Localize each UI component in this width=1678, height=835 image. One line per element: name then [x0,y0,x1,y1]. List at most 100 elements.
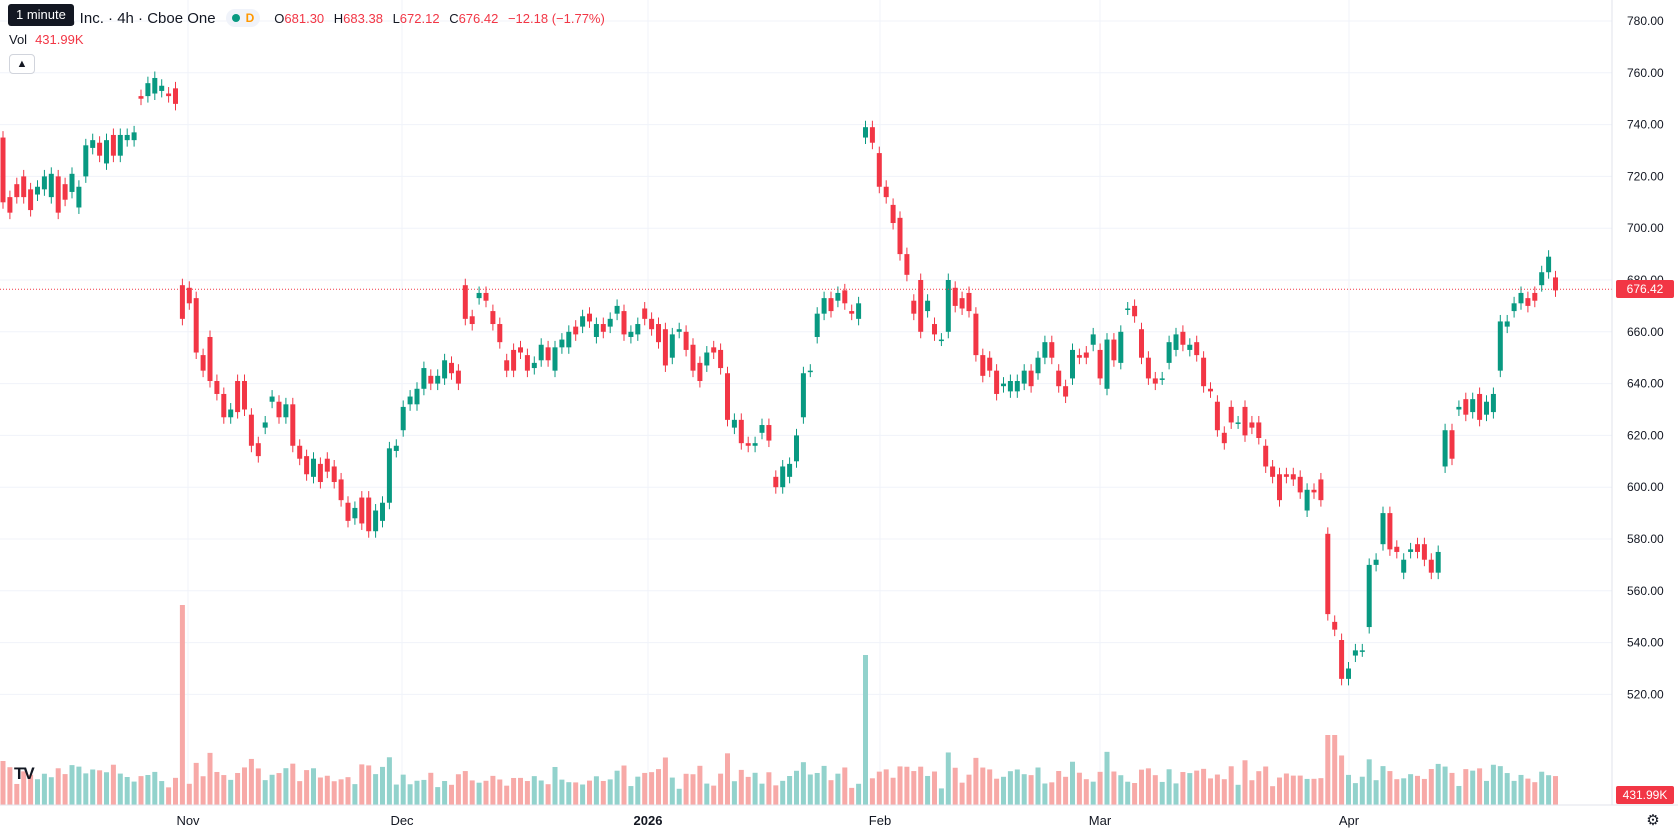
collapse-legend-button[interactable]: ▲ [9,54,35,74]
volume-bar [573,782,579,805]
volume-bar [69,765,75,805]
candle-body [1076,355,1082,358]
candle-body [359,497,365,524]
high-key: H [333,10,344,26]
candle-body [1070,349,1075,379]
volume-bar [676,788,682,805]
volume-bar [1263,766,1269,805]
volume-bar [1297,775,1303,805]
time-axis: Nov Dec 2026 Feb Mar Apr [176,813,1359,828]
volume-bar [352,784,358,805]
volume-bar [904,766,910,805]
volume-bar [1076,772,1082,805]
interval-tooltip: 1 minute [8,4,74,26]
volume-bar [890,777,896,805]
volume-bar [242,767,247,805]
candle-body [1201,357,1207,387]
candle-body [1394,546,1400,552]
volume-bar [62,774,68,805]
candle-body [1518,292,1524,304]
candle-body [752,443,758,446]
volume-bar [131,781,137,805]
volume-bar [1111,771,1117,805]
volume-bar [1021,774,1027,805]
volume-bar [1366,759,1372,805]
candle-body [593,324,599,337]
candle-body [945,280,951,332]
candle-body [538,344,544,361]
volume-bar [718,773,724,805]
candle-body [1104,339,1110,389]
volume-bar [614,770,620,805]
volume-bar [449,784,454,805]
volume-bar [138,776,144,805]
candle-body [1228,406,1234,423]
candle-body [1497,321,1503,371]
volume-bar [1097,771,1103,805]
candle-body [345,502,351,521]
candle-body [1380,513,1386,545]
candle-body [69,173,75,192]
candle-body [607,318,613,327]
volume-bar [1525,778,1531,805]
volume-label: Vol [9,32,28,47]
volume-bar [745,776,751,805]
status-pill[interactable]: D [225,9,261,27]
volume-bar [193,762,199,805]
candle-body [904,254,910,275]
candle-body [1180,331,1186,345]
candle-body [366,497,372,532]
volume-bar [973,757,979,805]
price-tick-label: 520.00 [1627,687,1664,701]
volume-bar [1456,785,1462,805]
volume-bar [1504,773,1510,805]
candle-body [1277,474,1282,501]
volume-bar [1318,778,1324,805]
volume-bar [911,771,917,805]
candle-body [1490,393,1496,413]
price-tick-label: 560.00 [1627,584,1664,598]
candle-body [683,331,689,350]
candle-body [131,132,137,141]
candle-body [856,303,862,319]
volume-bar [1359,776,1365,805]
volume-bar [159,781,165,805]
volume-bar [807,774,813,805]
candle-body [918,280,924,332]
candle-body [380,502,385,521]
candle-body [994,370,1000,394]
candle-body [159,85,165,91]
volume-bar [766,772,772,805]
volume-bar [248,758,254,805]
candle-body [1532,292,1538,301]
candle-body [718,349,724,369]
volume-bar [455,774,461,805]
volume-bar [580,784,586,805]
time-tick-label: Nov [176,813,200,828]
candle-body [276,401,282,418]
volume-bar [869,778,875,805]
volume-bar [490,775,496,805]
volume-bar [21,771,27,805]
tradingview-logo-icon[interactable]: TV [14,764,35,783]
volume-bar [518,777,523,805]
volume-bar [1270,786,1276,805]
candle-body [1283,474,1289,477]
volume-bar [994,778,1000,805]
ohlc-values: O681.30 H683.38 L672.12 C676.42 −12.18 (… [268,11,605,26]
candle-body [1249,422,1255,428]
candle-body [1352,650,1358,656]
price-tick-label: 700.00 [1627,221,1664,235]
volume-bar [1063,776,1069,805]
gear-icon[interactable]: ⚙ [1646,812,1660,829]
volume-bar [1180,772,1186,805]
volume-bar [545,784,551,805]
volume-bar [1490,764,1496,805]
volume-bar [1339,755,1345,805]
volume-bar [1352,783,1358,805]
candle-body [1332,621,1338,630]
time-tick-label: Dec [390,813,414,828]
candle-body [290,404,296,446]
last-volume-tag: 431.99K [1616,786,1674,804]
